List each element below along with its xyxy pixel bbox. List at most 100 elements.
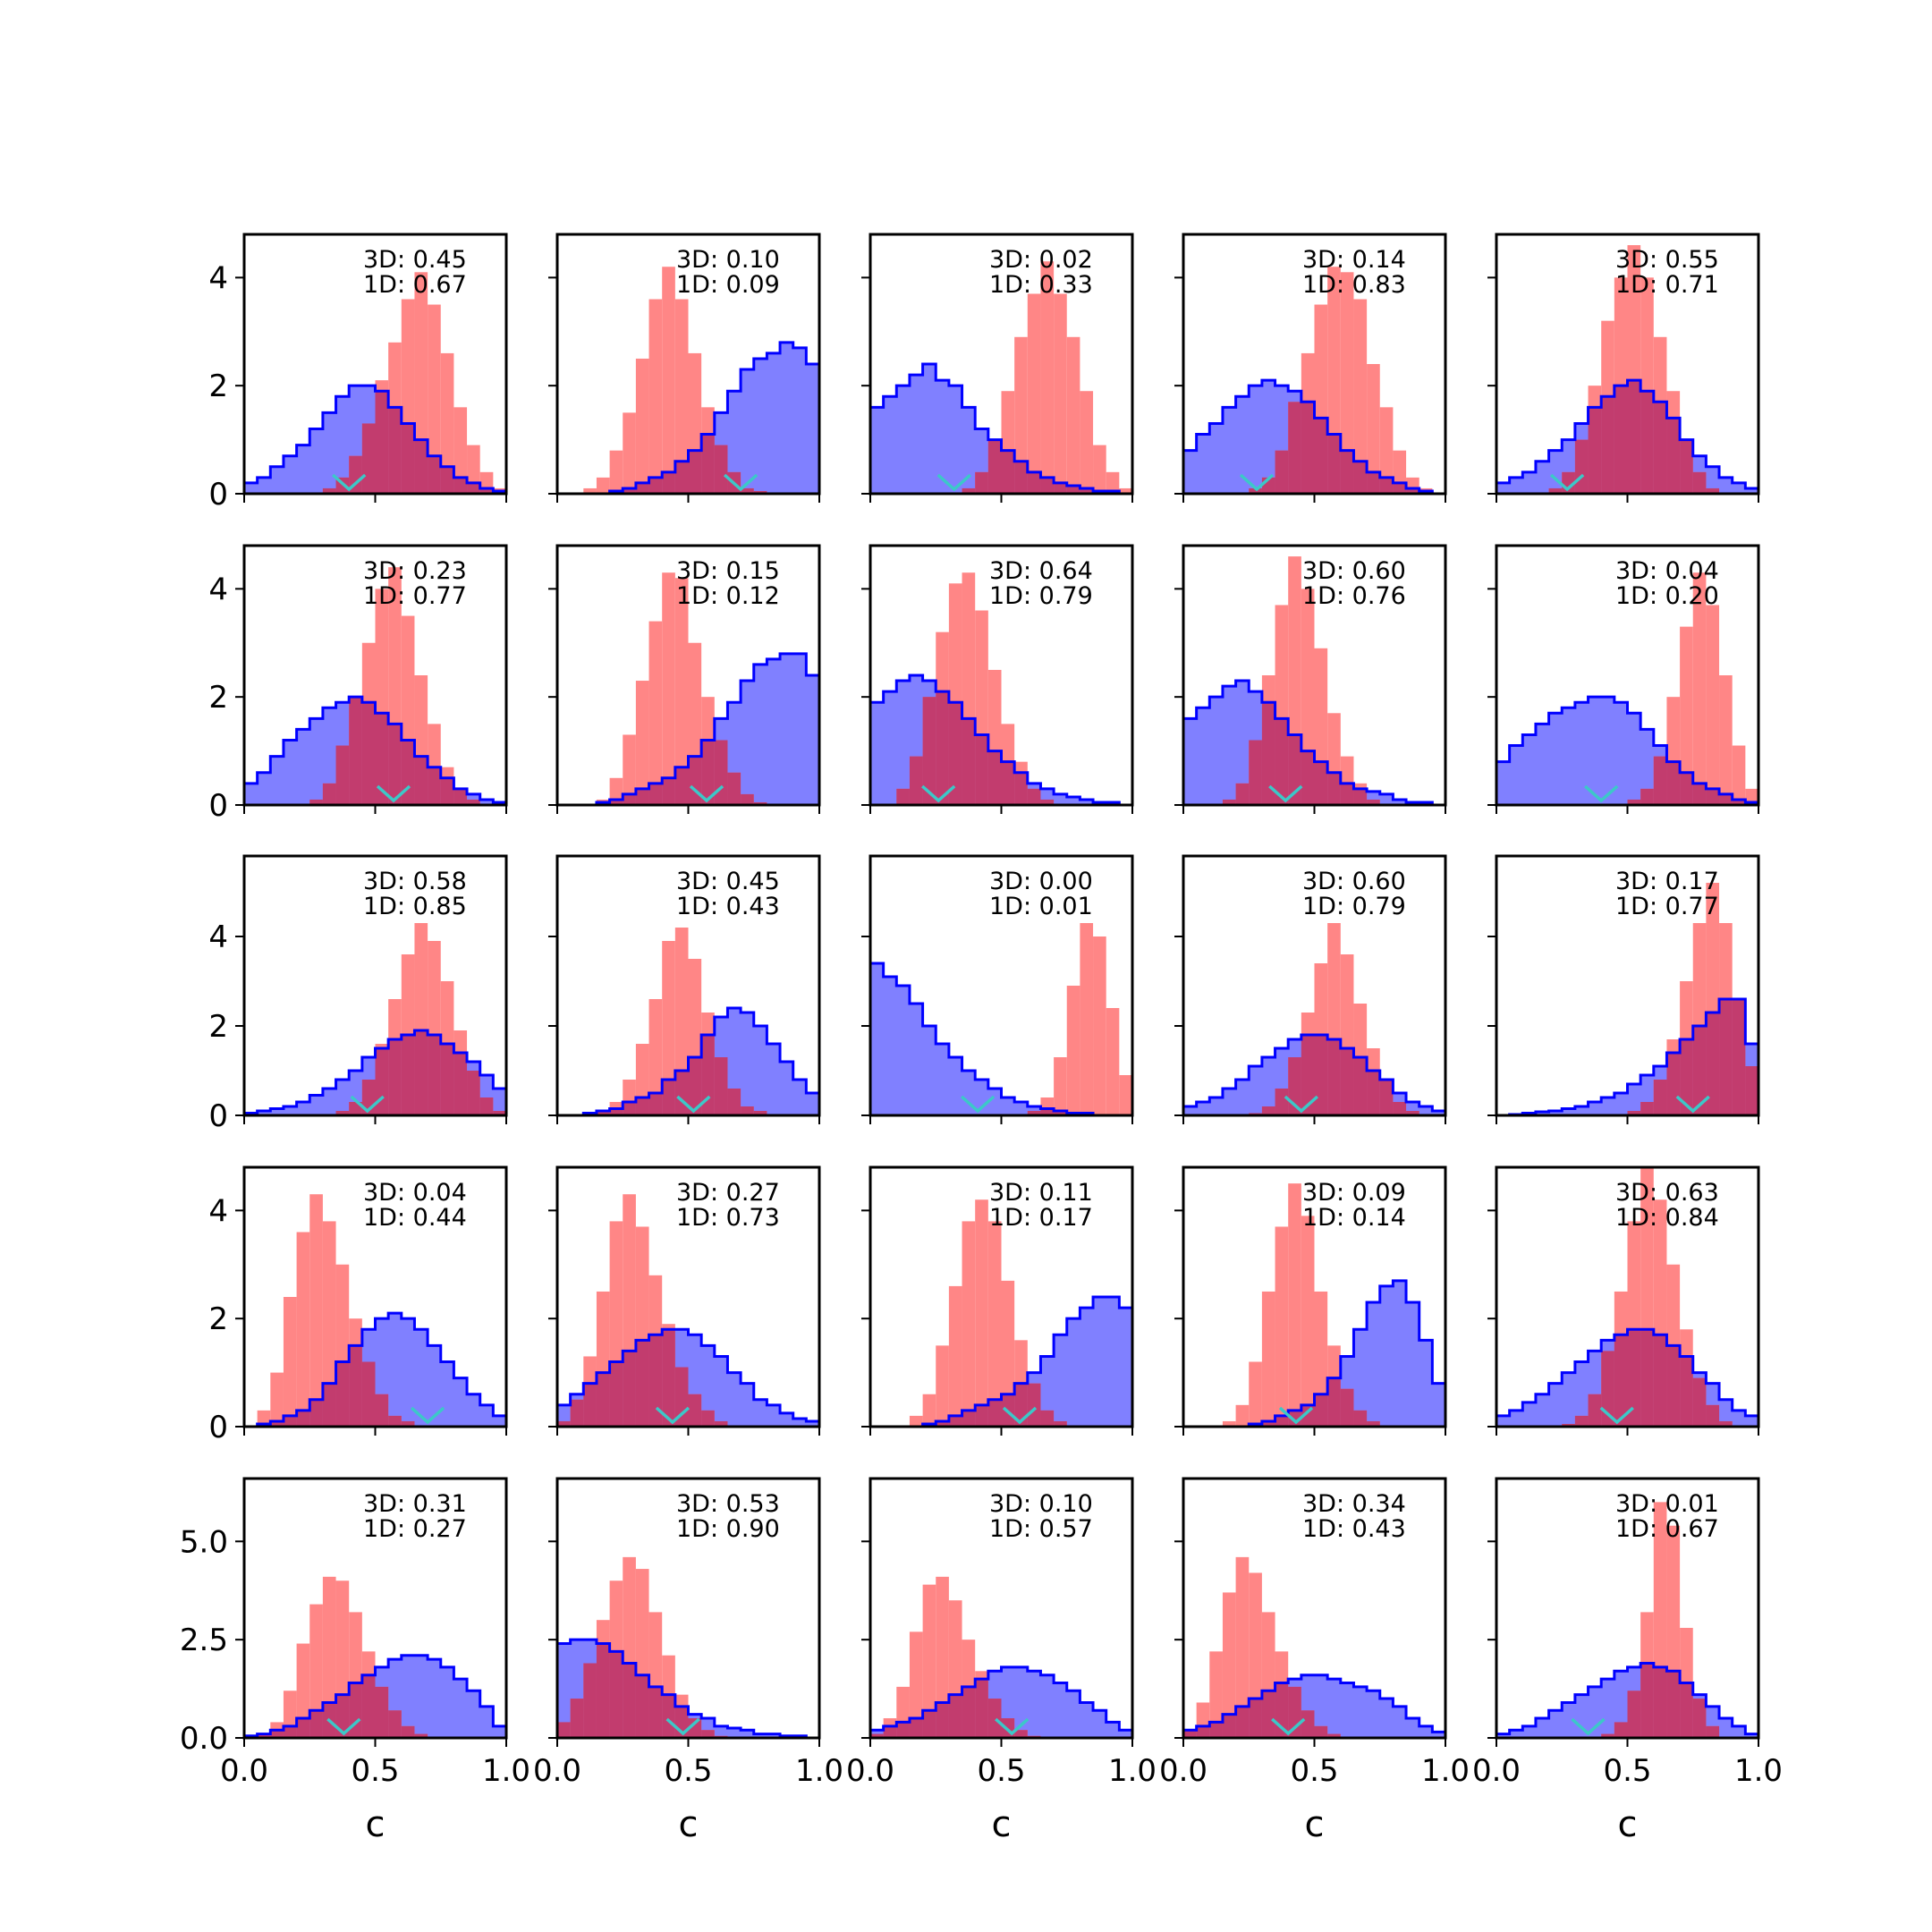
overlap-bar [596, 1111, 610, 1115]
label-3d: 3D: 0.31 [363, 1490, 467, 1518]
red-bar [987, 1221, 1002, 1427]
overlap-region [896, 691, 1055, 805]
overlap-bar [962, 1410, 976, 1427]
y-tick-label: 4 [208, 1193, 228, 1229]
overlap-bar [1367, 471, 1380, 494]
x-tick-label: 0.5 [977, 1753, 1025, 1789]
blue-step-line [1183, 1674, 1445, 1738]
y-tick-label: 0 [208, 1098, 228, 1134]
overlap-bar [635, 788, 649, 805]
overlap-bar [414, 439, 428, 494]
red-bar [662, 572, 675, 805]
overlap-bar [648, 477, 663, 494]
red-bar [1106, 1008, 1120, 1115]
y-tick-label: 5.0 [180, 1524, 228, 1560]
overlap-bar [623, 1102, 636, 1115]
overlap-bar [1601, 1733, 1614, 1738]
label-1d: 1D: 0.84 [1615, 1204, 1719, 1232]
y-tick-label: 2 [208, 1009, 228, 1045]
overlap-bar [1627, 1329, 1641, 1427]
true-value-marker [1278, 1406, 1314, 1425]
overlap-bar [401, 1725, 415, 1738]
overlap-bar [1653, 402, 1667, 494]
x-axis-label: c [1305, 1804, 1325, 1845]
red-bar [583, 487, 597, 494]
overlap-bar [322, 1383, 336, 1427]
overlap-bar [1627, 380, 1641, 494]
true-value-marker [1239, 473, 1275, 492]
red-bar [975, 1199, 988, 1427]
overlap-bar [896, 788, 910, 805]
label-1d: 1D: 0.79 [1302, 893, 1406, 920]
overlap-bar [609, 1108, 623, 1115]
x-tick-label: 0.5 [351, 1753, 399, 1789]
blue-histogram-fill [557, 653, 819, 805]
overlap-bar [688, 1718, 702, 1738]
overlap-bar [257, 1423, 271, 1427]
label-1d: 1D: 0.43 [1302, 1515, 1406, 1543]
overlap-bar [701, 1730, 715, 1738]
overlap-bar [283, 1415, 297, 1427]
label-3d: 3D: 0.09 [1302, 1179, 1406, 1207]
overlap-bar [1680, 439, 1693, 494]
overlap-bar [1327, 772, 1341, 805]
overlap-bar [1249, 1423, 1262, 1427]
overlap-bar [1340, 783, 1354, 805]
red-bar [1054, 293, 1067, 494]
overlap-bar [1614, 386, 1628, 494]
true-value-marker [723, 473, 758, 492]
red-bar [1288, 1183, 1301, 1427]
overlap-bar [1222, 799, 1236, 805]
blue-step-line [870, 962, 1132, 1115]
blue-step-line [557, 1327, 819, 1427]
overlap-bar [1014, 772, 1028, 805]
red-bar [1093, 445, 1106, 494]
label-3d: 3D: 0.27 [676, 1179, 780, 1207]
red-bar [648, 621, 663, 805]
blue-step-line [870, 1665, 1132, 1738]
overlap-bar [1588, 1394, 1602, 1427]
red-bar [309, 1194, 323, 1427]
overlap-bar [375, 1048, 389, 1115]
overlap-bar [361, 423, 376, 494]
blue-step-line [1183, 1279, 1445, 1427]
overlap-bar [1653, 756, 1667, 805]
overlap-region [322, 391, 506, 494]
overlap-region [335, 1030, 506, 1115]
overlap-bar [1614, 1335, 1628, 1427]
overlap-bar [428, 455, 441, 494]
overlap-bar [1666, 418, 1681, 494]
red-bar [1106, 471, 1120, 494]
overlap-bar [1680, 1039, 1693, 1115]
overlap-bar [609, 799, 623, 805]
overlap-bar [948, 702, 962, 805]
overlap-bar [1314, 1725, 1328, 1738]
overlap-bar [975, 1679, 988, 1738]
y-tick-label: 4 [208, 572, 228, 607]
blue-step-line [557, 652, 819, 805]
overlap-bar [1706, 1404, 1720, 1427]
overlap-bar [1353, 1057, 1368, 1115]
overlap-bar [388, 1710, 402, 1738]
label-3d: 3D: 0.01 [1615, 1490, 1719, 1518]
blue-step-line [870, 362, 1132, 494]
overlap-bar [570, 1699, 584, 1738]
overlap-bar [1666, 1345, 1681, 1427]
overlap-bar [283, 1725, 297, 1738]
overlap-bar [635, 1340, 649, 1427]
overlap-bar [1627, 799, 1641, 805]
overlap-bar [1745, 1066, 1758, 1115]
overlap-bar [335, 745, 350, 805]
overlap-bar [1732, 799, 1746, 805]
overlap-bar [1275, 718, 1289, 805]
overlap-bar [309, 1710, 323, 1738]
overlap-bar [1040, 1410, 1055, 1427]
overlap-bar [909, 1718, 923, 1738]
red-bar [1119, 1075, 1132, 1115]
x-axis-label: c [1618, 1804, 1638, 1845]
